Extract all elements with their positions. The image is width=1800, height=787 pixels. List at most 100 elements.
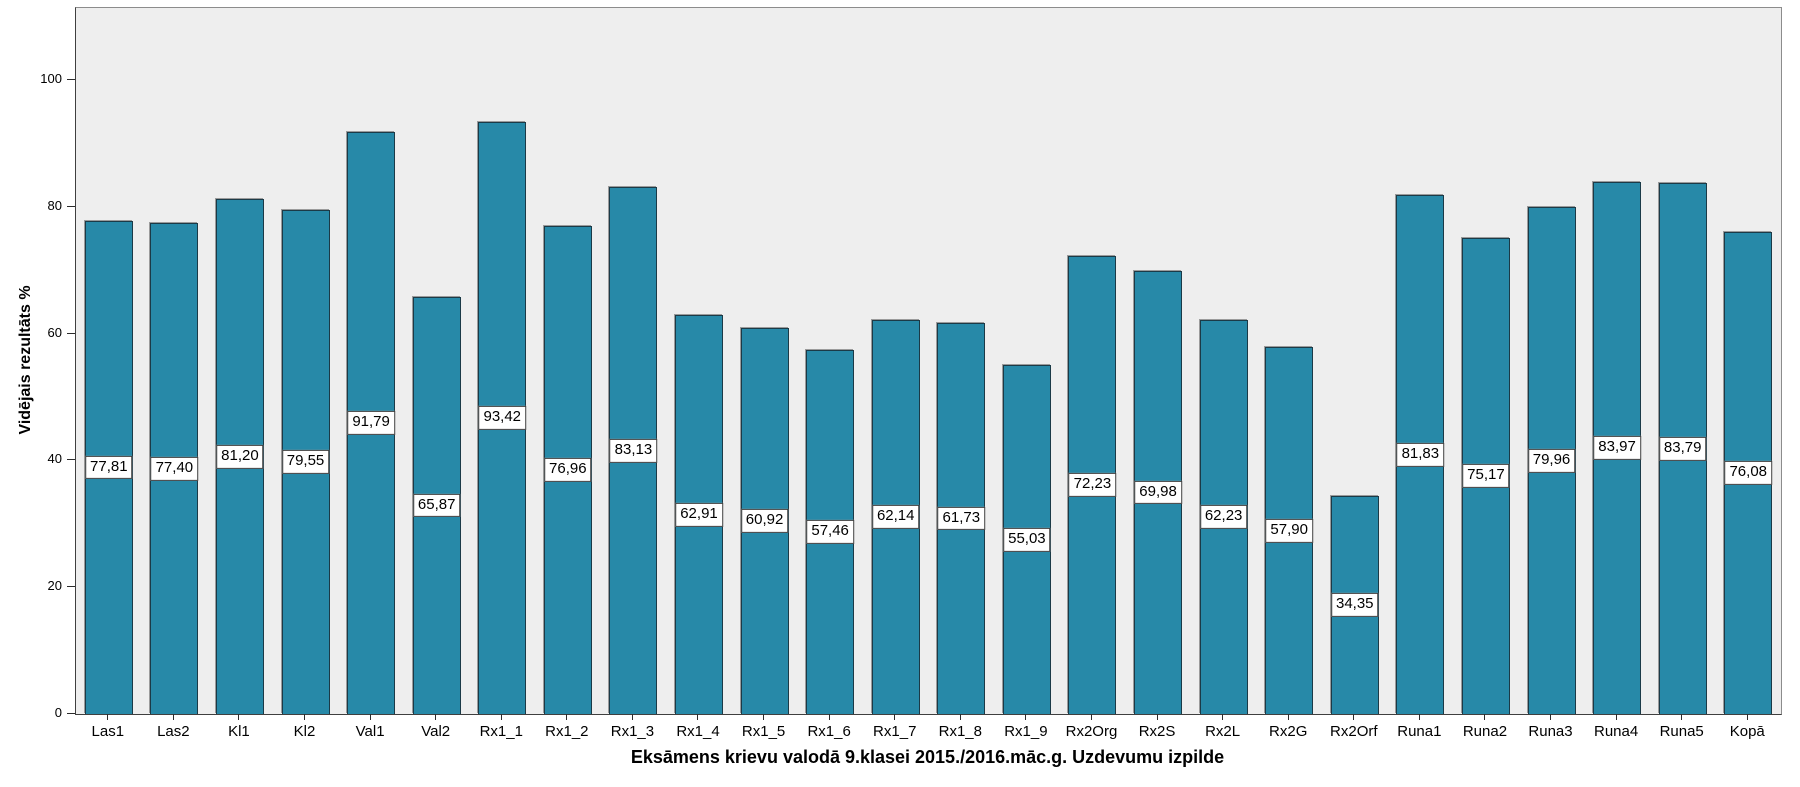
x-tick-mark: [1025, 714, 1027, 720]
bar-slot: 62,14: [863, 8, 929, 714]
x-tick-label: Rx1_8: [938, 723, 982, 740]
x-tick-label: Rx2Orf: [1330, 723, 1378, 740]
bar-value-label: 81,20: [216, 444, 264, 469]
x-axis-slot: Rx1_7: [862, 714, 928, 740]
x-axis-slot: Kl2: [272, 714, 338, 740]
x-tick-mark: [1484, 714, 1486, 720]
x-tick-mark: [697, 714, 699, 720]
y-tick-mark: [67, 713, 75, 714]
x-tick-label: Kl1: [228, 723, 250, 740]
bar-value-label: 69,98: [1134, 480, 1182, 505]
bar-slot: 60,92: [732, 8, 798, 714]
bar-slot: 76,08: [1715, 8, 1781, 714]
x-tick-mark: [1550, 714, 1551, 720]
x-tick-mark: [1418, 714, 1420, 720]
x-axis-slot: Rx2Orf: [1321, 714, 1387, 740]
plot-area: 77,81 77,40 81,20 79,55 91,79 65,87 93,42 76,96…: [75, 7, 1782, 715]
y-tick-label: 60: [47, 324, 62, 340]
x-tick-mark: [894, 714, 896, 720]
x-tick-label: Runa3: [1528, 723, 1573, 740]
bar-value-label: 65,87: [412, 493, 461, 518]
y-tick-mark: [67, 205, 75, 207]
bar-slot: 65,87: [404, 8, 470, 714]
x-axis-slot: Rx1_5: [731, 714, 797, 740]
x-tick-label: Runa4: [1593, 723, 1639, 740]
bar-slot: 76,96: [535, 8, 601, 714]
bar-slot: 55,03: [994, 8, 1060, 714]
x-axis-slot: Val1: [337, 714, 403, 740]
x-tick-mark: [631, 714, 633, 720]
x-tick-mark: [304, 714, 306, 720]
x-axis-slot: Rx1_6: [796, 714, 862, 740]
bar-value-label: 34,35: [1330, 593, 1379, 618]
bar-slot: 93,42: [469, 8, 535, 714]
x-axis-slot: Rx1_4: [665, 714, 731, 740]
y-tick-mark: [67, 332, 75, 334]
x-tick-mark: [172, 714, 174, 720]
y-tick-label: 0: [54, 705, 62, 720]
y-tick-label: 20: [47, 578, 62, 594]
x-tick-label: Las1: [91, 723, 125, 740]
x-axis-slot: Rx1_2: [534, 714, 600, 740]
x-tick-label: Runa5: [1659, 723, 1704, 740]
x-tick-label: Rx2G: [1269, 723, 1308, 740]
bar-value-label: 76,08: [1724, 461, 1773, 485]
x-tick-mark: [566, 714, 568, 720]
x-tick-label: Rx2Org: [1065, 723, 1118, 740]
x-tick-label: Kopā: [1729, 723, 1765, 740]
x-tick-mark: [435, 714, 437, 720]
x-tick-label: Rx2L: [1205, 723, 1241, 740]
x-tick-mark: [1681, 714, 1683, 720]
x-axis-slot: Runa2: [1452, 714, 1518, 740]
x-tick-mark: [1156, 714, 1158, 720]
x-tick-mark: [238, 714, 240, 720]
bar-value-label: 93,42: [478, 406, 527, 430]
x-tick-label: Rx1_4: [676, 723, 720, 740]
x-tick-label: Las2: [157, 723, 190, 740]
x-tick-mark: [1287, 714, 1289, 720]
bar-slot: 83,79: [1650, 8, 1716, 714]
bar-value-label: 57,90: [1265, 518, 1313, 543]
bar-value-label: 83,13: [609, 438, 658, 463]
x-tick-mark: [500, 714, 502, 720]
y-axis: 0 20 40 60 80 100: [0, 7, 75, 720]
x-tick-label: Rx1_2: [545, 723, 589, 740]
bar-value-label: 76,96: [544, 458, 592, 483]
x-axis-slot: Rx1_8: [928, 714, 994, 740]
bar-slot: 69,98: [1125, 8, 1191, 714]
bar-value-label: 83,79: [1658, 436, 1707, 461]
bar-slot: 79,96: [1519, 8, 1585, 714]
x-tick-mark: [1615, 714, 1617, 720]
bar-slot: 34,35: [1322, 8, 1388, 714]
x-tick-label: Rx1_1: [479, 723, 523, 740]
bar-slot: 77,40: [142, 8, 208, 714]
x-tick-label: Rx1_9: [1004, 723, 1048, 740]
x-axis-slot: Rx1_9: [993, 714, 1059, 740]
x-tick-mark: [1090, 714, 1092, 720]
x-axis-slot: Runa4: [1583, 714, 1649, 740]
y-tick-label: 100: [40, 71, 62, 87]
bar-value-label: 57,46: [806, 520, 854, 544]
x-axis-slot: Las1: [75, 714, 141, 740]
x-axis-slot: Runa1: [1387, 714, 1453, 740]
bar-slot: 77,81: [76, 8, 142, 714]
bar-value-label: 81,83: [1396, 442, 1445, 467]
bar-slot: 61,73: [929, 8, 995, 714]
x-tick-mark: [1746, 714, 1748, 720]
x-axis-slot: Runa3: [1518, 714, 1584, 740]
bar-value-label: 77,81: [85, 455, 133, 480]
bar-value-label: 60,92: [740, 509, 789, 533]
bar-slot: 62,23: [1191, 8, 1257, 714]
bars-container: 77,81 77,40 81,20 79,55 91,79 65,87 93,42 76,96…: [76, 8, 1781, 714]
x-axis-slot: Rx2S: [1124, 714, 1190, 740]
bar-slot: 62,91: [666, 8, 732, 714]
bar-slot: 57,46: [797, 8, 863, 714]
bar-slot: 81,20: [207, 8, 273, 714]
x-tick-label: Rx1_3: [610, 723, 655, 740]
x-axis: Las1 Las2 Kl1 Kl2 Val1 Val2 Rx1_1 Rx1_2 Rx1_3 Rx1…: [75, 714, 1780, 740]
bar-value-label: 79,96: [1527, 448, 1576, 473]
x-axis-slot: Val2: [403, 714, 469, 740]
bar-slot: 81,83: [1388, 8, 1454, 714]
x-tick-label: Runa1: [1397, 723, 1442, 740]
